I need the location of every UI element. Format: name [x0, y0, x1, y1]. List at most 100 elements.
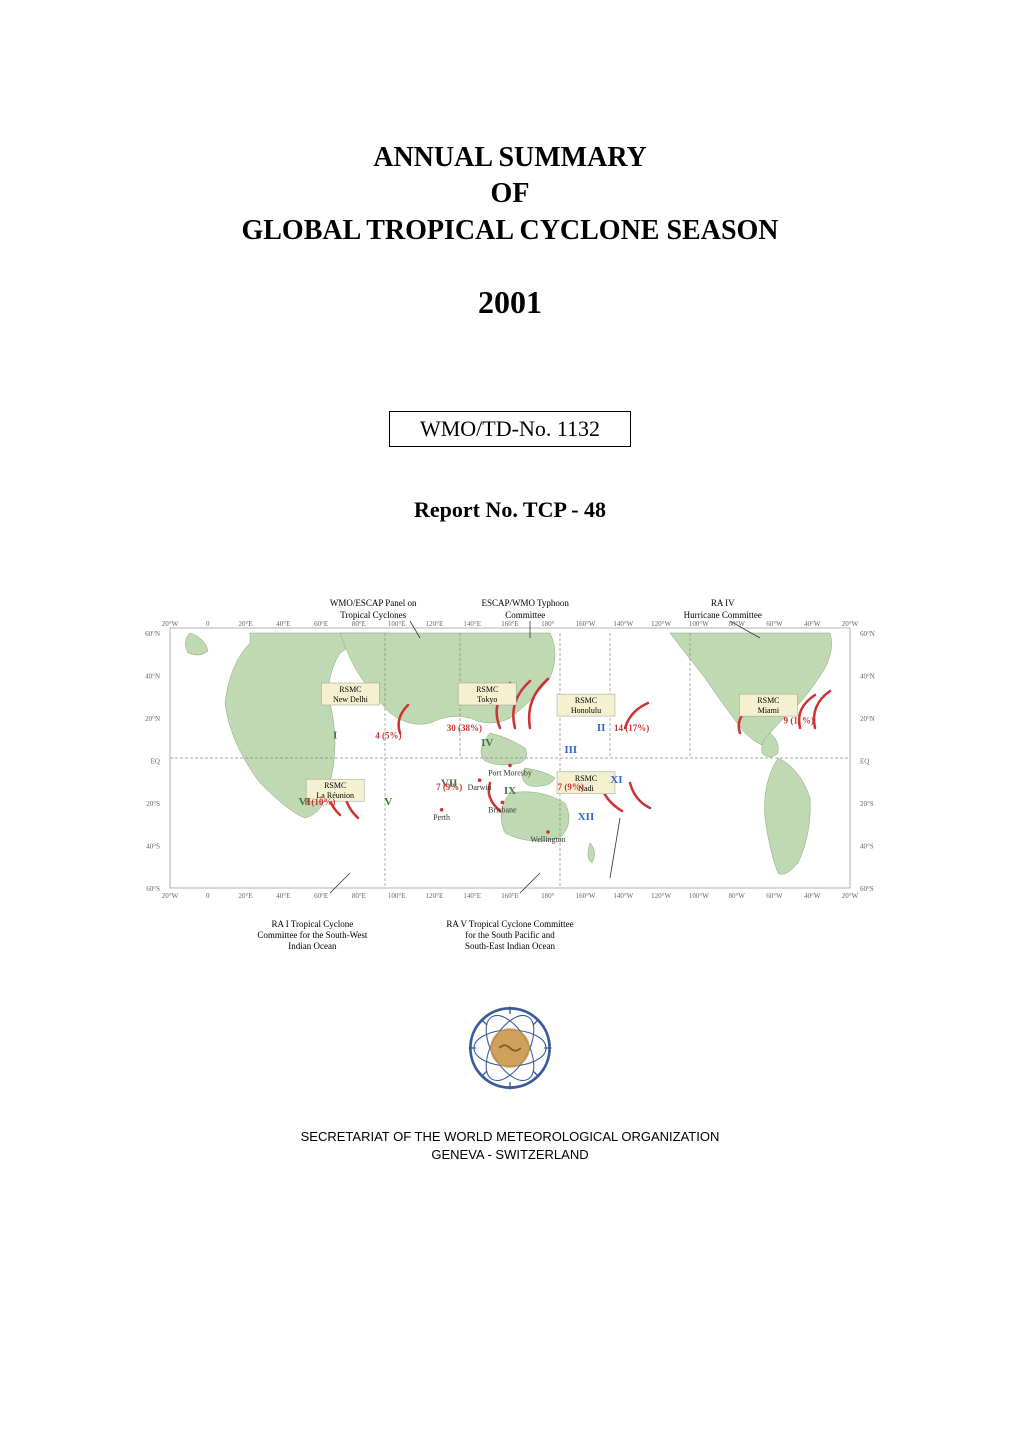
svg-text:60°N: 60°N — [860, 630, 875, 638]
svg-text:RA I Tropical Cyclone: RA I Tropical Cyclone — [272, 919, 354, 929]
svg-text:8 (10%): 8 (10%) — [305, 797, 336, 807]
svg-text:40°N: 40°N — [860, 673, 875, 681]
svg-text:20°N: 20°N — [145, 715, 160, 723]
svg-text:ESCAP/WMO Typhoon: ESCAP/WMO Typhoon — [481, 598, 569, 608]
svg-text:100°W: 100°W — [689, 892, 709, 900]
svg-text:9 (11%): 9 (11%) — [784, 716, 814, 726]
svg-text:WMO/ESCAP Panel on: WMO/ESCAP Panel on — [330, 598, 417, 608]
svg-text:60°S: 60°S — [860, 885, 874, 893]
svg-text:30 (38%): 30 (38%) — [447, 723, 482, 733]
svg-text:20°W: 20°W — [842, 620, 859, 628]
svg-text:20°E: 20°E — [239, 892, 253, 900]
svg-text:40°W: 40°W — [804, 892, 821, 900]
svg-text:80°E: 80°E — [352, 620, 366, 628]
svg-text:Wellington: Wellington — [530, 835, 565, 844]
svg-text:RA IV: RA IV — [711, 598, 735, 608]
title-line-1: ANNUAL SUMMARY — [0, 140, 1020, 176]
svg-text:40°W: 40°W — [804, 620, 821, 628]
svg-text:Miami: Miami — [758, 706, 780, 715]
svg-text:Hurricane Committee: Hurricane Committee — [684, 610, 762, 620]
svg-text:120°W: 120°W — [651, 620, 671, 628]
svg-text:60°S: 60°S — [146, 885, 160, 893]
svg-text:Tokyo: Tokyo — [477, 695, 497, 704]
footer-line-2: GENEVA - SWITZERLAND — [0, 1146, 1020, 1164]
svg-text:7 (9%): 7 (9%) — [558, 782, 584, 792]
svg-text:0: 0 — [206, 892, 210, 900]
svg-text:140°W: 140°W — [613, 620, 633, 628]
svg-text:EQ: EQ — [151, 758, 160, 766]
doc-number: WMO/TD-No. 1132 — [389, 411, 631, 447]
svg-text:Committee: Committee — [505, 610, 545, 620]
svg-text:7 (9%): 7 (9%) — [436, 782, 462, 792]
svg-text:60°W: 60°W — [766, 620, 783, 628]
svg-text:40°E: 40°E — [276, 620, 290, 628]
svg-text:for the South Pacific and: for the South Pacific and — [465, 930, 555, 940]
svg-text:20°W: 20°W — [162, 892, 179, 900]
svg-text:120°E: 120°E — [426, 620, 444, 628]
svg-text:South-East Indian Ocean: South-East Indian Ocean — [465, 941, 555, 951]
svg-text:160°W: 160°W — [576, 892, 596, 900]
svg-text:V: V — [384, 796, 392, 808]
svg-text:80°E: 80°E — [352, 892, 366, 900]
svg-text:60°E: 60°E — [314, 620, 328, 628]
footer-line-1: SECRETARIAT OF THE WORLD METEOROLOGICAL … — [0, 1128, 1020, 1146]
map-svg: WMO/ESCAP Panel on Tropical Cyclones ESCAP… — [130, 583, 890, 953]
svg-text:Indian Ocean: Indian Ocean — [288, 941, 337, 951]
title-line-3: GLOBAL TROPICAL CYCLONE SEASON — [0, 213, 1020, 249]
title-line-2: OF — [0, 176, 1020, 212]
svg-text:140°E: 140°E — [463, 892, 481, 900]
svg-text:20°W: 20°W — [842, 892, 859, 900]
wmo-logo-icon — [465, 1003, 555, 1093]
svg-text:RA V Tropical Cyclone Committe: RA V Tropical Cyclone Committee — [446, 919, 573, 929]
svg-text:Committee for the South-West: Committee for the South-West — [257, 930, 368, 940]
svg-text:140°E: 140°E — [463, 620, 481, 628]
svg-text:EQ: EQ — [860, 758, 869, 766]
svg-text:4 (5%): 4 (5%) — [375, 731, 401, 741]
svg-text:IX: IX — [504, 785, 516, 797]
svg-text:60°E: 60°E — [314, 892, 328, 900]
svg-text:100°E: 100°E — [388, 892, 406, 900]
svg-text:20°W: 20°W — [162, 620, 179, 628]
svg-text:Darwin: Darwin — [468, 783, 492, 792]
doc-number-container: WMO/TD-No. 1132 — [0, 361, 1020, 447]
svg-text:180°: 180° — [541, 620, 555, 628]
svg-text:III: III — [564, 744, 577, 756]
svg-text:40°S: 40°S — [146, 843, 160, 851]
svg-text:14 (17%): 14 (17%) — [614, 723, 649, 733]
footer-text: SECRETARIAT OF THE WORLD METEOROLOGICAL … — [0, 1128, 1020, 1164]
world-map-figure: WMO/ESCAP Panel on Tropical Cyclones ESCAP… — [130, 583, 890, 953]
svg-text:RSMC: RSMC — [575, 696, 597, 705]
title-year: 2001 — [0, 284, 1020, 321]
logo-container — [0, 1003, 1020, 1098]
svg-text:80°W: 80°W — [728, 892, 745, 900]
title-block: ANNUAL SUMMARY OF GLOBAL TROPICAL CYCLON… — [0, 140, 1020, 321]
svg-text:RSMC: RSMC — [757, 696, 779, 705]
svg-text:Perth: Perth — [433, 813, 450, 822]
svg-text:40°E: 40°E — [276, 892, 290, 900]
svg-text:60°W: 60°W — [766, 892, 783, 900]
svg-text:RSMC: RSMC — [476, 685, 498, 694]
svg-text:XII: XII — [578, 811, 595, 823]
svg-text:140°W: 140°W — [613, 892, 633, 900]
svg-text:100°E: 100°E — [388, 620, 406, 628]
svg-text:20°N: 20°N — [860, 715, 875, 723]
svg-text:160°W: 160°W — [576, 620, 596, 628]
svg-text:20°E: 20°E — [239, 620, 253, 628]
svg-text:Honolulu: Honolulu — [571, 706, 601, 715]
svg-text:40°S: 40°S — [860, 843, 874, 851]
svg-text:20°S: 20°S — [860, 800, 874, 808]
svg-text:40°N: 40°N — [145, 673, 160, 681]
svg-text:160°E: 160°E — [501, 620, 519, 628]
svg-text:160°E: 160°E — [501, 892, 519, 900]
svg-text:XI: XI — [610, 774, 622, 786]
svg-text:120°W: 120°W — [651, 892, 671, 900]
svg-text:RSMC: RSMC — [324, 781, 346, 790]
svg-text:IV: IV — [481, 737, 493, 749]
svg-text:180°: 180° — [541, 892, 555, 900]
svg-text:I: I — [333, 730, 337, 742]
svg-text:Tropical Cyclones: Tropical Cyclones — [340, 610, 406, 620]
svg-text:Port Moresby: Port Moresby — [488, 769, 532, 778]
svg-text:120°E: 120°E — [426, 892, 444, 900]
svg-text:80°W: 80°W — [728, 620, 745, 628]
svg-text:II: II — [597, 722, 606, 734]
